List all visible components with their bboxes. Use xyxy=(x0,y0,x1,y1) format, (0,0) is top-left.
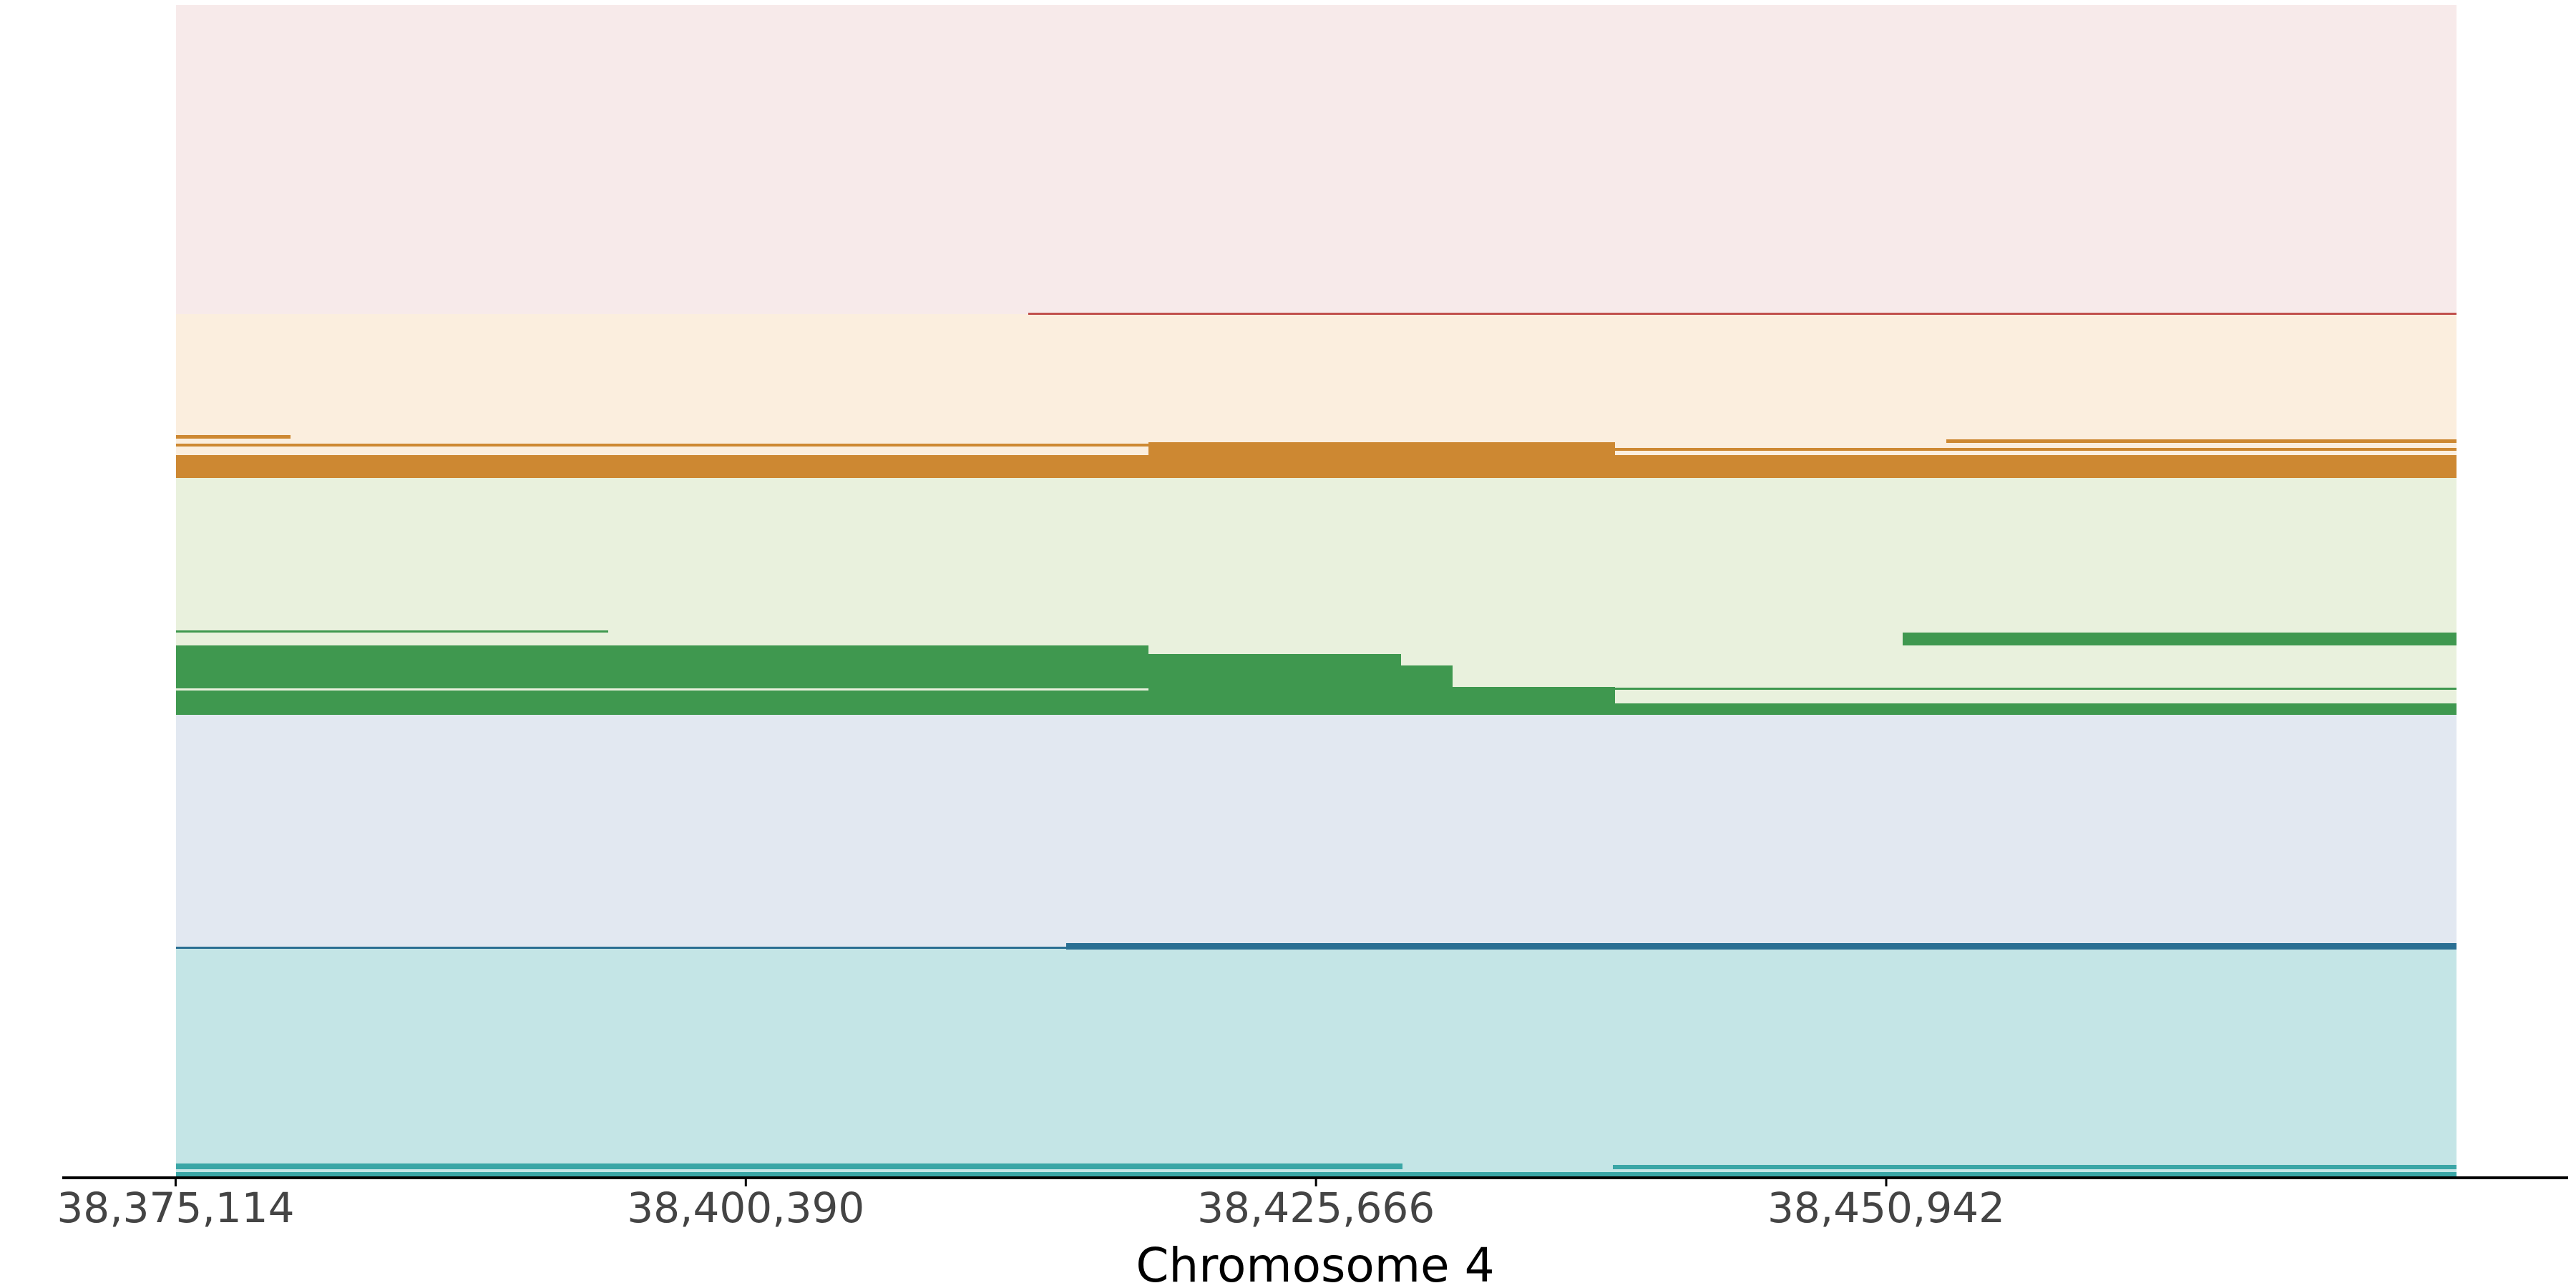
x-tick-label: 38,450,942 xyxy=(1767,1184,2005,1232)
track-strip xyxy=(1903,633,2457,645)
track-strip xyxy=(1946,439,2457,443)
track-strip xyxy=(176,947,1066,949)
track-strip xyxy=(176,444,1149,447)
track-band xyxy=(176,715,2457,948)
track-strip xyxy=(1028,313,2457,315)
track-strip xyxy=(1615,688,2457,690)
track-strip xyxy=(176,688,1148,691)
track-strip xyxy=(176,630,608,633)
track-band xyxy=(176,948,2457,1178)
track-strip xyxy=(1615,448,2457,451)
x-tick-label: 38,400,390 xyxy=(627,1184,864,1232)
track-strip xyxy=(176,1163,1402,1169)
x-axis-label: Chromosome 4 xyxy=(1136,1238,1494,1288)
track-band xyxy=(176,5,2457,314)
track-strip xyxy=(1148,442,1615,478)
tracks xyxy=(176,5,2457,1178)
track-strip xyxy=(176,1172,2457,1178)
track-strip xyxy=(176,703,2457,715)
x-tick-label: 38,375,114 xyxy=(57,1184,294,1232)
x-tick-label: 38,425,666 xyxy=(1197,1184,1435,1232)
track-strip xyxy=(1613,1165,2457,1169)
track-strip xyxy=(176,645,1148,715)
track-strip xyxy=(1066,943,2457,950)
track-strip xyxy=(176,435,291,439)
